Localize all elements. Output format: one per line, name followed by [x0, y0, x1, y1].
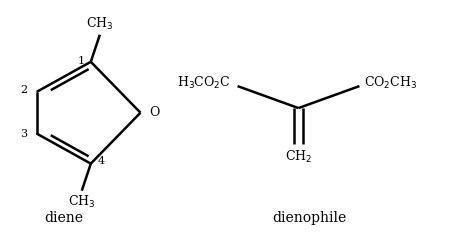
Text: O: O	[149, 106, 160, 119]
Text: 4: 4	[98, 156, 105, 166]
Text: 3: 3	[21, 128, 27, 139]
Text: dienophile: dienophile	[273, 211, 347, 225]
Text: 1: 1	[78, 56, 85, 66]
Text: 2: 2	[21, 85, 27, 95]
Text: H$_3$CO$_2$C: H$_3$CO$_2$C	[177, 75, 231, 91]
Text: CO$_2$CH$_3$: CO$_2$CH$_3$	[364, 75, 417, 91]
Text: diene: diene	[44, 211, 83, 225]
Text: CH$_3$: CH$_3$	[86, 16, 114, 32]
Text: CH$_3$: CH$_3$	[68, 194, 96, 210]
Text: CH$_2$: CH$_2$	[285, 149, 312, 165]
